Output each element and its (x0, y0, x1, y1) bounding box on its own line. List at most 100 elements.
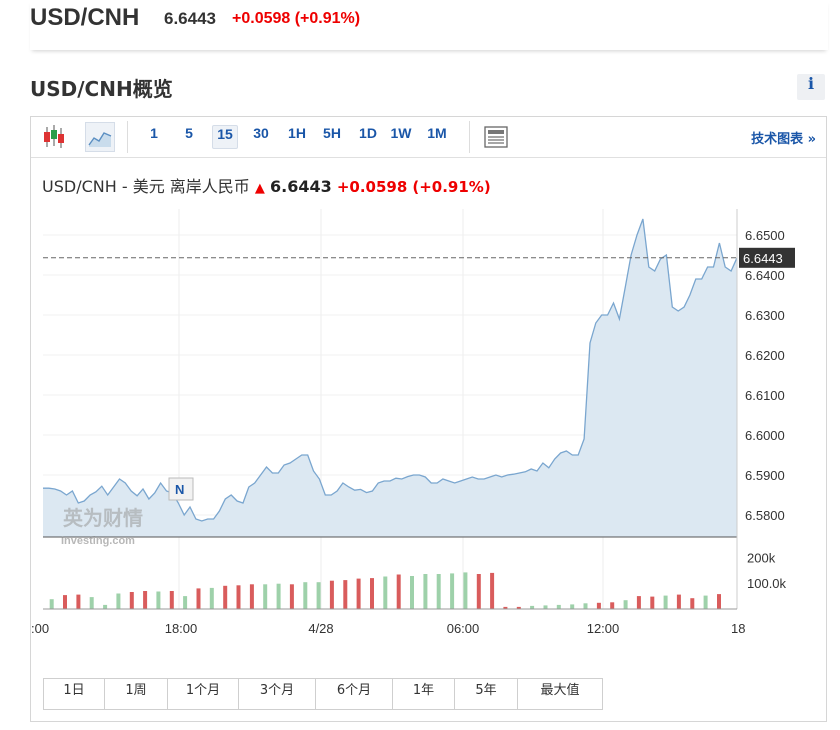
price-chart[interactable]: 6.6500 6.6400 6.6300 6.6200 6.6100 6.6000 6.59… (31, 117, 826, 657)
news-marker-label: N (175, 482, 184, 497)
volume-bar (356, 578, 361, 609)
volume-bar (490, 572, 495, 609)
quote-header: USD/CNH 6.6443 +0.0598 (+0.91%) (30, 0, 828, 50)
volume-bar (690, 598, 695, 609)
y-tick-label: 6.6500 (745, 228, 785, 243)
news-icon[interactable] (481, 122, 511, 152)
volume-bar (410, 576, 414, 609)
volume-bar (316, 582, 321, 609)
toolbar-divider (469, 121, 470, 153)
time-range-selector: 1日 1周 1个月 3个月 6个月 1年 5年 最大值 (43, 678, 603, 710)
volume-bar (476, 574, 481, 609)
volume-bar (289, 584, 294, 609)
quote-price: 6.6443 (164, 9, 216, 28)
volume-bar (516, 606, 521, 609)
volume-bar (169, 591, 174, 609)
volume-bar (543, 605, 548, 609)
info-button[interactable]: i (797, 74, 825, 100)
volume-bar (370, 578, 374, 609)
watermark-text: Investing.com (61, 535, 135, 547)
volume-bar (276, 583, 281, 609)
price-area (43, 219, 737, 537)
volume-bar (49, 599, 54, 609)
chart-toolbar: 1 5 15 30 1H 5H 1D 1W 1M 技术图表 » (31, 117, 826, 158)
chart-panel: 1 5 15 30 1H 5H 1D 1W 1M 技术图表 » USD/CNH - 美元 离岸人… (30, 116, 827, 722)
volume-bar (303, 582, 308, 609)
volume-bar (263, 584, 268, 609)
area-chart-button[interactable] (85, 122, 115, 152)
y-tick-label: 6.6100 (745, 388, 785, 403)
chart-change-percent: (+0.91%) (412, 178, 491, 196)
range-button[interactable]: 最大值 (540, 683, 580, 698)
timeframe-1-button[interactable]: 1 (150, 125, 158, 141)
quote-change: +0.0598 (+0.91%) (232, 10, 361, 27)
volume-bar (717, 594, 721, 609)
timeframe-1d-button[interactable]: 1D (359, 125, 377, 141)
watermark-logo: 英为财情 (63, 506, 143, 530)
volume-bar (570, 604, 575, 609)
volume-bar (249, 584, 254, 609)
last-price-badge (739, 247, 795, 268)
volume-bar (343, 580, 348, 609)
volume-bar (623, 600, 628, 609)
chart-last-price: 6.6443 (269, 177, 332, 196)
y-tick-label: 6.6200 (745, 348, 785, 363)
timeframe-1m-button[interactable]: 1M (427, 125, 447, 141)
volume-bar (236, 585, 241, 609)
news-marker[interactable] (168, 477, 194, 501)
volume-bar (196, 588, 201, 609)
timeframe-1w-button[interactable]: 1W (390, 125, 412, 141)
volume-bar (209, 587, 214, 609)
timeframe-5-button[interactable]: 5 (185, 125, 193, 141)
volume-bar (463, 572, 468, 609)
range-button[interactable]: 1周 (105, 679, 168, 709)
timeframe-1h-button[interactable]: 1H (288, 125, 306, 141)
volume-bar (129, 592, 134, 609)
volume-bar (650, 596, 655, 609)
up-arrow-icon: ▲ (254, 181, 265, 196)
range-button[interactable]: 1日 (44, 679, 105, 709)
volume-bar (103, 604, 108, 609)
y-tick-label: 6.5900 (745, 468, 785, 483)
x-tick-label: 06:00 (447, 621, 480, 636)
range-button[interactable]: 1个月 (168, 679, 239, 709)
volume-bar (503, 606, 508, 609)
x-tick-label: 18 (731, 621, 745, 636)
overview-title: USD/CNH概览 (30, 77, 173, 101)
volume-bar (116, 593, 121, 609)
volume-bar (329, 580, 334, 609)
y-tick-label: 6.5800 (745, 508, 785, 523)
volume-bar (556, 604, 561, 609)
volume-bar (636, 596, 641, 609)
volume-bar (89, 597, 94, 609)
volume-tick-label: 200k (747, 550, 776, 565)
volume-bar (156, 591, 161, 609)
volume-bar (436, 574, 441, 609)
last-price-badge-label: 6.6443 (743, 251, 783, 266)
range-button[interactable]: 5年 (455, 679, 518, 709)
candlestick-icon[interactable] (39, 122, 69, 152)
range-button[interactable]: 6个月 (316, 679, 393, 709)
toolbar-divider (127, 121, 128, 153)
timeframe-15-button[interactable]: 15 (212, 125, 238, 149)
range-button[interactable]: 3个月 (239, 679, 316, 709)
y-tick-label: 6.6400 (745, 268, 785, 283)
volume-bar (676, 594, 681, 609)
timeframe-30-button[interactable]: 30 (253, 125, 269, 141)
y-tick-label: 6.6300 (745, 308, 785, 323)
volume-bar (663, 595, 668, 609)
volume-bar (530, 605, 535, 609)
range-button[interactable]: 1年 (393, 679, 455, 709)
price-line (43, 218, 738, 522)
volume-bar (703, 595, 708, 609)
volume-bar (183, 596, 188, 609)
volume-bar (223, 585, 228, 609)
volume-bar (383, 576, 388, 609)
timeframe-5h-button[interactable]: 5H (323, 125, 341, 141)
technical-chart-link[interactable]: 技术图表 » (751, 132, 816, 147)
volume-tick-label: 100.0k (747, 576, 787, 591)
chart-instrument-name: USD/CNH - 美元 离岸人民币 (42, 177, 250, 196)
volume-bar (596, 602, 601, 609)
x-tick-label: 12:00 (587, 621, 620, 636)
x-tick-label: 18:00 (165, 621, 198, 636)
